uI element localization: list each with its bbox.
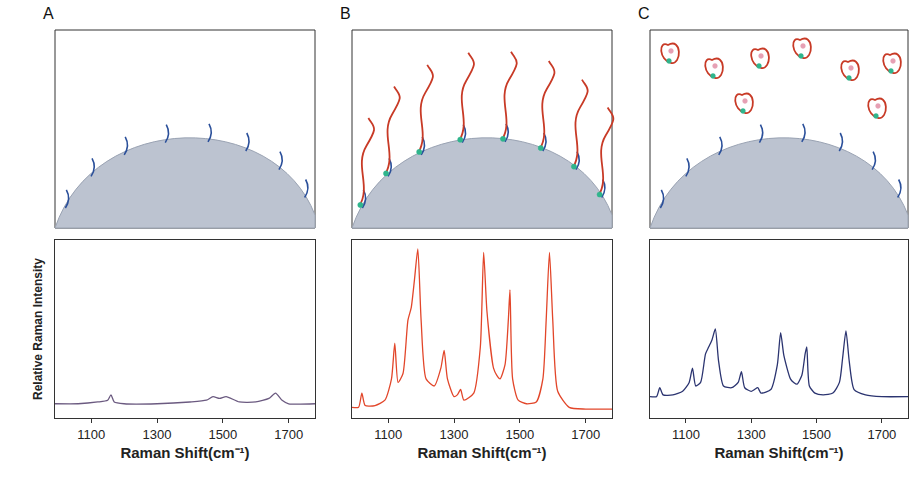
svg-text:1100: 1100 bbox=[672, 427, 700, 442]
svg-text:Raman Shift(cm⁻¹): Raman Shift(cm⁻¹) bbox=[417, 444, 546, 461]
svg-text:B: B bbox=[340, 5, 351, 22]
svg-text:1300: 1300 bbox=[440, 427, 469, 442]
svg-text:1500: 1500 bbox=[505, 427, 534, 442]
svg-text:Raman Shift(cm⁻¹): Raman Shift(cm⁻¹) bbox=[120, 444, 249, 461]
svg-text:Relative Raman Intensity: Relative Raman Intensity bbox=[31, 258, 45, 400]
svg-text:A: A bbox=[43, 5, 54, 22]
svg-text:1700: 1700 bbox=[571, 427, 600, 442]
svg-text:1500: 1500 bbox=[208, 427, 237, 442]
svg-text:1100: 1100 bbox=[77, 427, 105, 442]
svg-text:1500: 1500 bbox=[802, 427, 831, 442]
svg-text:1700: 1700 bbox=[867, 427, 896, 442]
svg-text:1300: 1300 bbox=[143, 427, 172, 442]
svg-text:C: C bbox=[638, 5, 650, 22]
svg-text:1100: 1100 bbox=[374, 427, 402, 442]
svg-text:1700: 1700 bbox=[274, 427, 303, 442]
svg-text:Raman Shift(cm⁻¹): Raman Shift(cm⁻¹) bbox=[714, 444, 843, 461]
svg-text:1300: 1300 bbox=[737, 427, 766, 442]
